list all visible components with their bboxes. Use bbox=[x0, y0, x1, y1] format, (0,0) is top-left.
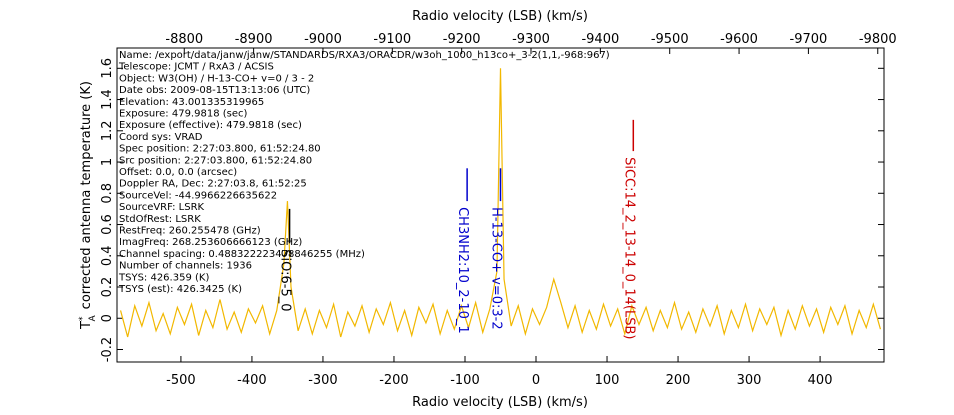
header-line: Src position: 2:27:03.800, 61:52:24.80 bbox=[119, 155, 312, 166]
y-tick-label: 1.2 bbox=[100, 120, 115, 141]
x-tick-label: -100 bbox=[450, 373, 480, 388]
header-line: Channel spacing: 0.488322223478846255 (M… bbox=[119, 249, 365, 260]
header-line: ImagFreq: 268.253606666123 (GHz) bbox=[119, 237, 302, 248]
x2-tick-label: -9000 bbox=[304, 32, 342, 47]
x-axis-title: Radio velocity (LSB) (km/s) bbox=[412, 395, 588, 410]
y-tick-label: 0.6 bbox=[100, 214, 115, 235]
line-label: SiO:6-5_0 bbox=[278, 249, 293, 311]
x-tick-label: -400 bbox=[237, 373, 267, 388]
header-line: SourceVRF: LSRK bbox=[119, 202, 205, 213]
y-axis-title: T*Acorrected antenna temperature (K) bbox=[78, 81, 98, 330]
x-tick-label: 400 bbox=[808, 373, 833, 388]
x2-tick-label: -9600 bbox=[720, 32, 758, 47]
y-sub: A bbox=[88, 315, 98, 322]
header-line: Coord sys: VRAD bbox=[119, 132, 203, 143]
y-tick-label: 0 bbox=[100, 314, 115, 322]
header-line: Exposure (effective): 479.9818 (sec) bbox=[119, 120, 302, 131]
y-symbol: T bbox=[79, 321, 94, 330]
header-line: Elevation: 43.001335319965 bbox=[119, 97, 264, 108]
y-tick-label: 1 bbox=[100, 158, 115, 166]
y-tick-label: 1.4 bbox=[100, 89, 115, 110]
x-tick-label: 100 bbox=[595, 373, 620, 388]
y-tick-label: 0.2 bbox=[100, 277, 115, 298]
x2-tick-label: -9500 bbox=[651, 32, 689, 47]
x2-tick-label: -9700 bbox=[790, 32, 828, 47]
header-line: TSYS: 426.359 (K) bbox=[118, 272, 209, 283]
header-line: Telescope: JCMT / RxA3 / ACSIS bbox=[118, 62, 274, 73]
header-line: Exposure: 479.9818 (sec) bbox=[119, 109, 247, 120]
x-tick-label: 0 bbox=[532, 373, 540, 388]
header-line: Spec position: 2:27:03.800, 61:52:24.80 bbox=[119, 144, 321, 155]
line-label: SiCC:14_2_13-14_0_14(LSB) bbox=[621, 157, 636, 339]
x2-tick-label: -9100 bbox=[373, 32, 411, 47]
header-line: RestFreq: 260.255478 (GHz) bbox=[119, 226, 261, 237]
y-tick-label: 0.4 bbox=[100, 245, 115, 266]
x-tick-label: 200 bbox=[666, 373, 691, 388]
x2-tick-label: -9400 bbox=[581, 32, 619, 47]
plot-area bbox=[119, 68, 882, 338]
x2-tick-label: -9300 bbox=[512, 32, 550, 47]
header-line: SourceVel: -44.9966226635622 bbox=[119, 190, 277, 201]
y-tick-label: -0.2 bbox=[100, 337, 115, 362]
x2-axis-title: Radio velocity (LSB) (km/s) bbox=[412, 9, 588, 24]
header-line: TSYS (est): 426.3425 (K) bbox=[118, 284, 242, 295]
header-line: Date obs: 2009-08-15T13:13:06 (UTC) bbox=[119, 85, 310, 96]
x2-tick-label: -9800 bbox=[859, 32, 897, 47]
x-tick-label: -200 bbox=[379, 373, 409, 388]
header-line: Offset: 0.0, 0.0 (arcsec) bbox=[119, 167, 237, 178]
line-label: CH3NH2:10_2-10_1 bbox=[455, 207, 470, 334]
line-label: H-13-CO+ v=0:3-2 bbox=[489, 207, 504, 330]
x-tick-label: -300 bbox=[308, 373, 338, 388]
x2-tick-label: -8900 bbox=[235, 32, 273, 47]
header-line: StdOfRest: LSRK bbox=[119, 214, 201, 225]
header-line: Doppler RA, Dec: 2:27:03.8, 61:52:25 bbox=[119, 179, 307, 190]
y-tick-label: 0.8 bbox=[100, 183, 115, 204]
spectrum-line bbox=[119, 68, 882, 338]
y-sup: * bbox=[78, 316, 88, 321]
y-text: corrected antenna temperature (K) bbox=[79, 81, 94, 309]
x-tick-label: -500 bbox=[166, 373, 196, 388]
x2-tick-label: -8800 bbox=[165, 32, 203, 47]
y-tick-label: 1.6 bbox=[100, 58, 115, 79]
x-tick-label: 300 bbox=[737, 373, 762, 388]
header-line: Name: /export/data/janw/janw/STANDARDS/R… bbox=[119, 50, 610, 61]
header-line: Number of channels: 1936 bbox=[119, 261, 252, 272]
plot-frame bbox=[116, 47, 885, 363]
x2-tick-label: -9200 bbox=[443, 32, 481, 47]
header-line: Object: W3(OH) / H-13-CO+ v=0 / 3 - 2 bbox=[119, 73, 314, 84]
